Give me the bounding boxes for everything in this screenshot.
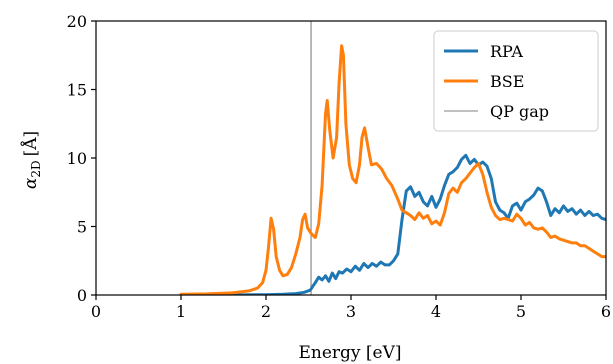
x-axis-label: Energy [eV] — [298, 343, 401, 363]
y-axis-label: α2D [Å] — [20, 131, 43, 189]
y-axis-label-subscript: 2D — [29, 160, 43, 177]
y-tick-label: 0 — [77, 286, 87, 305]
legend-label-qp-gap: QP gap — [490, 102, 549, 121]
y-tick-label: 15 — [67, 81, 87, 100]
x-tick-label: 0 — [91, 302, 101, 321]
series-line-bse — [179, 44, 606, 295]
legend-box — [433, 30, 599, 132]
y-axis-ticks: 0 5 10 15 20 — [67, 12, 96, 305]
y-tick-label: 5 — [77, 218, 87, 237]
y-axis-label-symbol: α — [21, 177, 41, 189]
y-tick-label: 10 — [67, 149, 87, 168]
x-tick-label: 3 — [346, 302, 356, 321]
y-axis-label-unit: [Å] — [20, 131, 41, 157]
x-tick-label: 1 — [176, 302, 186, 321]
x-axis-ticks: 0 1 2 3 4 5 6 — [91, 295, 611, 321]
legend: RPA BSE QP gap — [433, 30, 599, 132]
legend-label-bse: BSE — [490, 72, 524, 91]
x-tick-label: 2 — [261, 302, 271, 321]
y-tick-label: 20 — [67, 12, 87, 31]
x-tick-label: 5 — [516, 302, 526, 321]
x-tick-label: 6 — [601, 302, 611, 321]
series-line-rpa — [179, 153, 606, 295]
x-tick-label: 4 — [431, 302, 441, 321]
legend-label-rpa: RPA — [490, 42, 523, 61]
